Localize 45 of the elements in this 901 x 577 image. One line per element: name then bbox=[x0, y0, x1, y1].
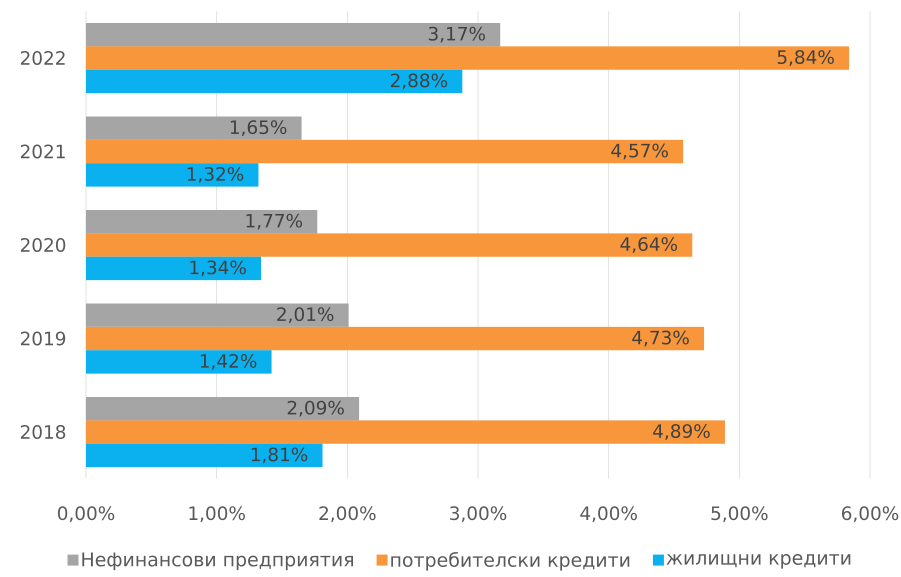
legend-label: потребителски кредити bbox=[391, 552, 630, 571]
bar bbox=[86, 303, 349, 327]
x-tick-label: 5,00% bbox=[711, 506, 768, 522]
data-label: 4,73% bbox=[632, 330, 689, 346]
data-label: 1,34% bbox=[190, 260, 246, 276]
data-label: 3,17% bbox=[428, 26, 485, 43]
x-tick-label: 4,00% bbox=[580, 506, 637, 522]
x-tick-label: 2,00% bbox=[319, 506, 376, 522]
data-label: 1,81% bbox=[252, 447, 308, 464]
data-label: 2,09% bbox=[288, 400, 344, 417]
bar bbox=[86, 420, 725, 444]
bar bbox=[86, 70, 462, 94]
bar bbox=[86, 396, 360, 420]
data-label: 1,77% bbox=[246, 214, 302, 230]
bar bbox=[86, 140, 684, 164]
bar bbox=[86, 233, 692, 257]
bar bbox=[86, 444, 323, 468]
x-tick-label: 1,00% bbox=[189, 506, 245, 522]
bar bbox=[86, 22, 500, 46]
data-label: 5,84% bbox=[778, 50, 834, 66]
bar bbox=[86, 326, 704, 350]
bar bbox=[86, 256, 262, 280]
bar bbox=[86, 116, 302, 140]
data-label: 1,65% bbox=[230, 120, 286, 136]
x-tick-label: 3,00% bbox=[450, 506, 506, 522]
bar bbox=[86, 210, 318, 234]
bar bbox=[86, 46, 850, 70]
y-tick-label: 2020 bbox=[20, 238, 66, 252]
y-tick-label: 2018 bbox=[20, 425, 66, 439]
data-label: 4,64% bbox=[620, 237, 678, 253]
y-tick-label: 2021 bbox=[20, 144, 65, 158]
data-label: 4,57% bbox=[611, 144, 668, 160]
bar bbox=[86, 350, 272, 374]
data-label: 2,88% bbox=[390, 73, 448, 90]
data-label: 2,01% bbox=[277, 307, 334, 324]
y-tick-label: 2022 bbox=[20, 51, 65, 65]
x-tick-label: 6,00% bbox=[842, 506, 898, 522]
data-label: 4,89% bbox=[653, 424, 710, 440]
legend-label: жилищни кредити bbox=[666, 554, 850, 569]
x-tick-label: 0,00% bbox=[58, 506, 114, 522]
legend-label: Нефинансови предприятия bbox=[82, 552, 353, 570]
data-label: 1,32% bbox=[188, 166, 244, 183]
data-label: 1,42% bbox=[200, 354, 256, 370]
y-tick-label: 2019 bbox=[20, 332, 66, 346]
bar bbox=[86, 163, 258, 187]
